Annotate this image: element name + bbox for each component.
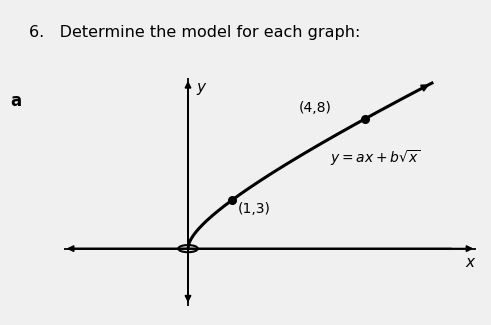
Text: a: a — [10, 92, 21, 110]
Text: (1,3): (1,3) — [238, 202, 271, 216]
Text: x: x — [465, 255, 474, 270]
Text: 6.   Determine the model for each graph:: 6. Determine the model for each graph: — [29, 25, 361, 40]
Text: y: y — [196, 80, 205, 95]
Text: (4,8): (4,8) — [299, 100, 332, 115]
Text: $y= ax + b\sqrt{x}$: $y= ax + b\sqrt{x}$ — [330, 148, 421, 168]
